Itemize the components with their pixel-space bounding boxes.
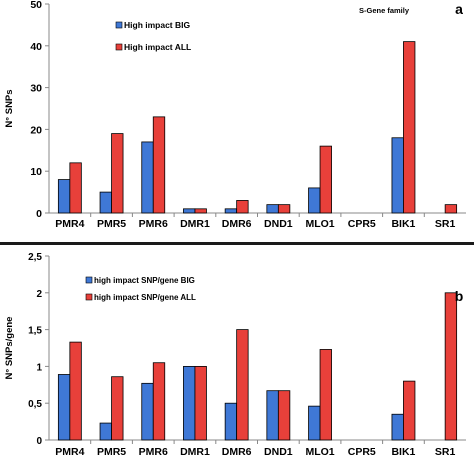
legend-swatch-2 — [115, 43, 123, 51]
bar-a-pmr5-series1 — [99, 191, 112, 214]
bar-a-mlo1-series1 — [308, 187, 321, 214]
bar-b-pmr5-series1 — [99, 422, 112, 441]
x-tick-label: CPR5 — [348, 446, 376, 458]
x-tick-label: SR1 — [435, 218, 456, 230]
x-tick-label: DMR6 — [222, 218, 252, 230]
bar-b-dmr6-series1 — [224, 402, 238, 441]
panel-separator — [0, 242, 474, 245]
x-tick-label: BIK1 — [391, 446, 415, 458]
bar-b-sr1-series2 — [444, 292, 458, 441]
legend-label-1: High impact BIG — [124, 20, 191, 30]
bar-a-dmr1-series2 — [194, 208, 207, 214]
bar-a-bik1-series2 — [403, 41, 416, 214]
y-tick-label: 1 — [36, 362, 42, 373]
bar-a-pmr6-series1 — [141, 141, 154, 214]
inset-label: S-Gene family — [359, 6, 410, 15]
bar-a-pmr6-series2 — [152, 116, 166, 214]
bar-a-dnd1-series1 — [266, 204, 279, 214]
bar-b-pmr5-series2 — [111, 376, 124, 441]
y-axis-label: N° SNPs/gene — [4, 317, 15, 380]
x-tick-label: PMR6 — [139, 218, 168, 230]
bar-b-pmr6-series1 — [141, 382, 154, 441]
x-tick-label: CPR5 — [348, 218, 376, 230]
bar-a-dmr6-series1 — [224, 208, 238, 214]
y-axis-label: N° SNPs — [4, 89, 15, 127]
x-tick-label: DND1 — [264, 446, 293, 458]
y-tick-label: 0 — [36, 436, 42, 447]
legend-swatch-1 — [85, 276, 93, 284]
panel-letter: b — [455, 288, 464, 304]
bar-b-dmr6-series2 — [236, 329, 249, 441]
bar-b-bik1-series2 — [403, 380, 416, 441]
chart-panel-b: 0 0,5 1 1,5 2 2,5 N° SNPs/gene PMR4 PMR5 PMR6 DMR1… — [4, 252, 466, 458]
x-tick-label: BIK1 — [391, 218, 415, 230]
bar-a-pmr4-series2 — [69, 162, 82, 214]
bar-b-dmr1-series1 — [183, 365, 196, 441]
bar-a-pmr5-series2 — [111, 133, 124, 214]
bar-b-mlo1-series1 — [308, 405, 321, 441]
x-tick-label: SR1 — [435, 446, 456, 458]
x-tick-label: DND1 — [264, 218, 293, 230]
x-tick-label: PMR5 — [97, 446, 126, 458]
y-tick-label: 40 — [30, 41, 42, 53]
y-tick-label: 2 — [36, 289, 42, 300]
bar-b-dnd1-series1 — [266, 390, 279, 441]
bar-b-pmr4-series1 — [57, 374, 71, 441]
bar-a-pmr4-series1 — [57, 179, 71, 214]
bar-a-dmr6-series2 — [236, 200, 249, 214]
x-tick-label: PMR4 — [55, 218, 84, 230]
x-tick-label: DMR6 — [222, 446, 252, 458]
y-tick-label: 50 — [30, 0, 42, 11]
x-tick-label: PMR4 — [55, 446, 84, 458]
x-tick-label: DMR1 — [180, 446, 210, 458]
bar-b-pmr4-series2 — [69, 341, 82, 441]
x-tick-label: MLO1 — [305, 446, 334, 458]
x-tick-label: MLO1 — [305, 218, 334, 230]
bar-b-dmr1-series2 — [194, 365, 207, 441]
legend-swatch-2 — [85, 293, 93, 301]
y-tick-label: 0 — [36, 208, 42, 220]
bar-a-bik1-series1 — [391, 137, 404, 214]
bar-a-dnd1-series2 — [277, 204, 291, 214]
legend-label-2: High impact ALL — [124, 42, 191, 52]
bar-a-sr1-series2 — [444, 204, 458, 214]
y-tick-label: 0,5 — [28, 399, 42, 410]
y-tick-label: 10 — [30, 166, 42, 178]
bar-a-dmr1-series1 — [183, 208, 196, 214]
x-tick-label: PMR5 — [97, 218, 126, 230]
chart-panel-a: 0 10 20 30 40 50 N° SNPs PMR4 PMR5 PMR6 DMR1 DMR6 DN… — [4, 0, 466, 230]
legend-label-1: high impact SNP/gene BIG — [94, 276, 195, 285]
bar-a-mlo1-series2 — [319, 145, 332, 214]
y-tick-label: 30 — [30, 83, 42, 95]
legend-swatch-1 — [115, 21, 123, 29]
x-tick-label: DMR1 — [180, 218, 210, 230]
y-tick-label: 1,5 — [28, 326, 42, 337]
bar-b-pmr6-series2 — [152, 362, 166, 441]
bar-b-mlo1-series2 — [319, 349, 332, 441]
legend-label-2: high impact SNP/gene ALL — [94, 293, 196, 302]
y-tick-label: 20 — [30, 124, 42, 136]
panel-letter: a — [455, 1, 463, 17]
bar-b-dnd1-series2 — [277, 390, 291, 441]
x-tick-label: PMR6 — [139, 446, 168, 458]
bar-b-bik1-series1 — [391, 413, 404, 441]
y-tick-label: 2,5 — [28, 252, 42, 263]
